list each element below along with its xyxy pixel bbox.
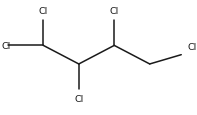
Text: Cl: Cl bbox=[74, 94, 83, 103]
Text: Cl: Cl bbox=[110, 7, 119, 16]
Text: Cl: Cl bbox=[2, 42, 11, 50]
Text: Cl: Cl bbox=[187, 43, 196, 52]
Text: Cl: Cl bbox=[39, 7, 48, 16]
